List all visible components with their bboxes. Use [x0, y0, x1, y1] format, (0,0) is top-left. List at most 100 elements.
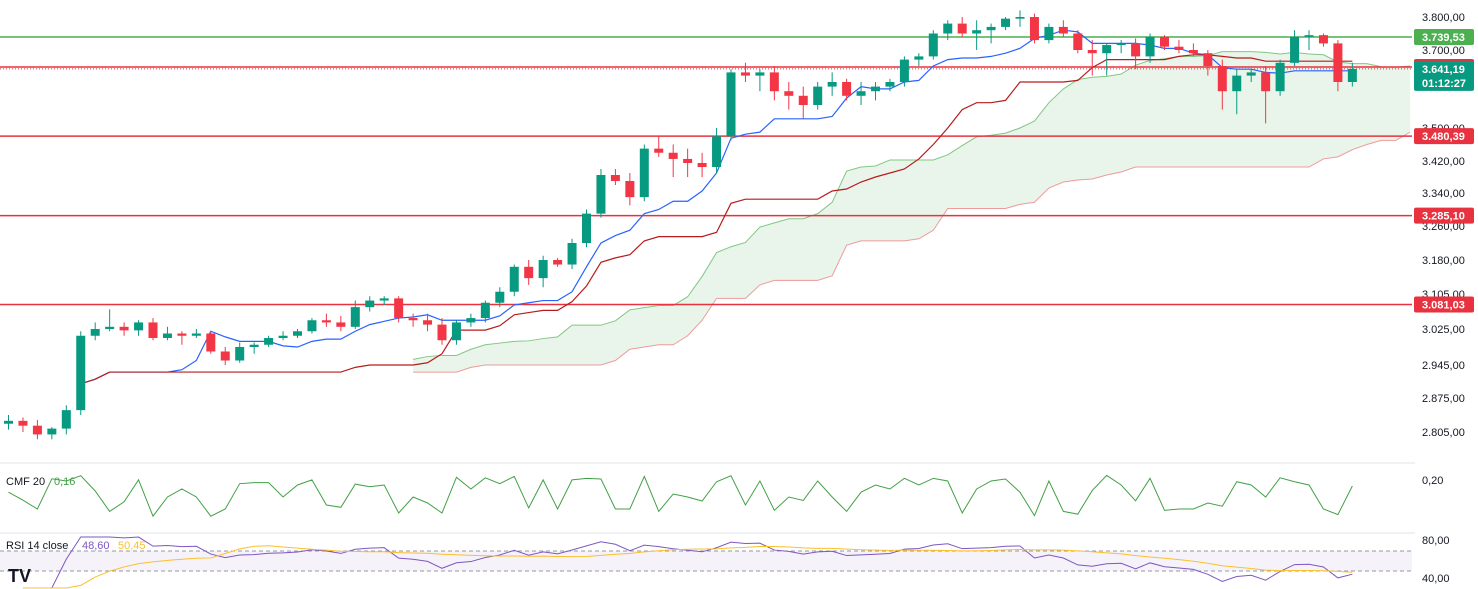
- price-tick-label: 3.800,00: [1422, 12, 1465, 24]
- candle[interactable]: [32, 419, 42, 440]
- candle[interactable]: [191, 329, 201, 338]
- candle[interactable]: [697, 152, 707, 177]
- candle[interactable]: [1029, 13, 1039, 44]
- candle[interactable]: [798, 86, 808, 119]
- candle[interactable]: [972, 20, 982, 50]
- candle[interactable]: [1131, 38, 1141, 70]
- candle[interactable]: [1347, 62, 1357, 87]
- candle[interactable]: [162, 326, 172, 341]
- candle[interactable]: [610, 169, 620, 185]
- candle[interactable]: [842, 78, 852, 101]
- candle[interactable]: [423, 313, 433, 332]
- candle[interactable]: [206, 331, 216, 354]
- candle[interactable]: [1261, 66, 1271, 124]
- candle[interactable]: [1275, 59, 1285, 96]
- candle[interactable]: [480, 300, 490, 323]
- candle[interactable]: [856, 82, 866, 105]
- candle[interactable]: [928, 30, 938, 60]
- candle[interactable]: [495, 287, 505, 308]
- candle[interactable]: [1333, 40, 1343, 92]
- candle[interactable]: [683, 148, 693, 177]
- candle[interactable]: [1318, 33, 1328, 47]
- candle[interactable]: [307, 318, 317, 334]
- candle[interactable]: [986, 23, 996, 44]
- candle[interactable]: [1001, 17, 1011, 31]
- candle[interactable]: [943, 20, 953, 41]
- candle[interactable]: [1203, 50, 1213, 76]
- candle[interactable]: [1044, 23, 1054, 44]
- candle[interactable]: [4, 415, 13, 430]
- candle[interactable]: [220, 347, 230, 365]
- candle[interactable]: [379, 296, 389, 305]
- candle[interactable]: [90, 322, 100, 341]
- candle[interactable]: [235, 342, 245, 363]
- candle[interactable]: [365, 296, 375, 312]
- candle[interactable]: [1160, 35, 1169, 50]
- candle[interactable]: [466, 313, 476, 327]
- candle[interactable]: [437, 318, 447, 345]
- candle[interactable]: [885, 78, 895, 92]
- candle[interactable]: [394, 296, 404, 323]
- candle[interactable]: [278, 331, 288, 341]
- candle[interactable]: [451, 320, 461, 345]
- candle[interactable]: [524, 260, 534, 285]
- candle[interactable]: [1174, 40, 1184, 54]
- candle[interactable]: [1188, 43, 1198, 57]
- candle[interactable]: [148, 318, 158, 341]
- candle[interactable]: [740, 62, 750, 82]
- candle[interactable]: [784, 82, 794, 110]
- candle[interactable]: [726, 69, 736, 141]
- candle[interactable]: [105, 309, 115, 332]
- candle[interactable]: [1102, 43, 1112, 76]
- candle[interactable]: [1246, 69, 1256, 82]
- candle[interactable]: [61, 405, 71, 435]
- candle[interactable]: [625, 173, 635, 206]
- candle[interactable]: [1217, 59, 1227, 110]
- candle[interactable]: [293, 329, 302, 338]
- candle[interactable]: [813, 82, 823, 110]
- candle[interactable]: [1232, 69, 1242, 115]
- candle[interactable]: [1015, 10, 1025, 27]
- candle[interactable]: [914, 53, 924, 66]
- candle[interactable]: [639, 144, 649, 202]
- candle[interactable]: [408, 313, 418, 327]
- candle[interactable]: [321, 313, 331, 327]
- candle[interactable]: [827, 72, 837, 96]
- candle[interactable]: [668, 144, 678, 178]
- candle[interactable]: [553, 257, 563, 267]
- candle[interactable]: [1073, 30, 1083, 54]
- candle[interactable]: [119, 322, 129, 336]
- candle[interactable]: [1145, 33, 1155, 63]
- candle[interactable]: [264, 335, 274, 347]
- candle[interactable]: [596, 169, 606, 218]
- candle[interactable]: [134, 320, 144, 336]
- candle[interactable]: [350, 300, 360, 329]
- horizontal-levels[interactable]: [0, 36, 1412, 306]
- candle[interactable]: [249, 342, 259, 354]
- candle[interactable]: [769, 66, 779, 101]
- candle[interactable]: [336, 315, 346, 332]
- candle-body: [480, 302, 490, 319]
- candle[interactable]: [1116, 40, 1126, 54]
- candle[interactable]: [509, 264, 519, 297]
- candle[interactable]: [567, 238, 577, 270]
- candle[interactable]: [538, 255, 548, 288]
- candle[interactable]: [755, 69, 765, 92]
- candle[interactable]: [1290, 30, 1300, 66]
- candle[interactable]: [18, 417, 28, 432]
- candle[interactable]: [899, 56, 909, 87]
- candle[interactable]: [654, 136, 664, 157]
- candle[interactable]: [1058, 20, 1068, 37]
- candle[interactable]: [76, 331, 86, 415]
- candlesticks[interactable]: [4, 10, 1357, 440]
- candle[interactable]: [871, 82, 880, 101]
- candle[interactable]: [957, 17, 967, 37]
- candle[interactable]: [1087, 40, 1097, 76]
- candle-body: [32, 425, 42, 435]
- candle[interactable]: [1304, 30, 1314, 50]
- candle[interactable]: [582, 209, 591, 248]
- candle[interactable]: [47, 427, 57, 440]
- candle[interactable]: [712, 128, 722, 173]
- candle[interactable]: [177, 331, 187, 345]
